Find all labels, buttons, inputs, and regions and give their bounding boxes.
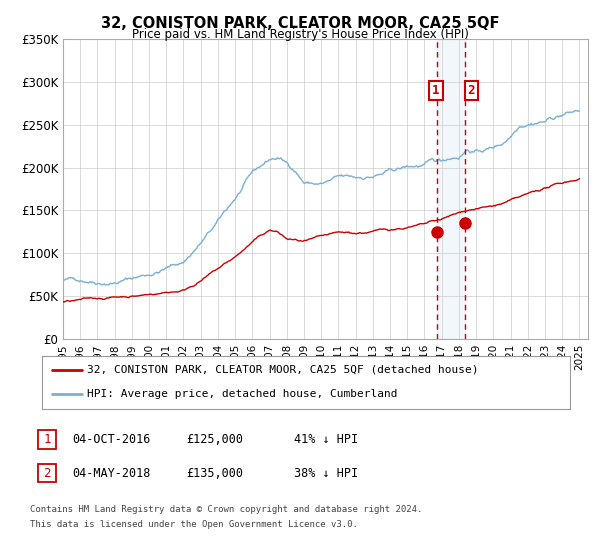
Bar — [437, 39, 464, 339]
Text: Contains HM Land Registry data © Crown copyright and database right 2024.: Contains HM Land Registry data © Crown c… — [30, 505, 422, 514]
Text: 32, CONISTON PARK, CLEATOR MOOR, CA25 5QF (detached house): 32, CONISTON PARK, CLEATOR MOOR, CA25 5Q… — [87, 365, 478, 375]
Text: 38% ↓ HPI: 38% ↓ HPI — [294, 466, 358, 480]
Text: 41% ↓ HPI: 41% ↓ HPI — [294, 433, 358, 446]
Text: 1: 1 — [43, 433, 50, 446]
Text: £125,000: £125,000 — [186, 433, 243, 446]
Text: 2: 2 — [468, 84, 475, 97]
Text: 1: 1 — [432, 84, 440, 97]
Text: £135,000: £135,000 — [186, 466, 243, 480]
Text: HPI: Average price, detached house, Cumberland: HPI: Average price, detached house, Cumb… — [87, 389, 397, 399]
Text: This data is licensed under the Open Government Licence v3.0.: This data is licensed under the Open Gov… — [30, 520, 358, 529]
Text: 2: 2 — [43, 466, 50, 480]
Text: 04-MAY-2018: 04-MAY-2018 — [72, 466, 151, 480]
Text: Price paid vs. HM Land Registry's House Price Index (HPI): Price paid vs. HM Land Registry's House … — [131, 28, 469, 41]
Text: 32, CONISTON PARK, CLEATOR MOOR, CA25 5QF: 32, CONISTON PARK, CLEATOR MOOR, CA25 5Q… — [101, 16, 499, 31]
Text: 04-OCT-2016: 04-OCT-2016 — [72, 433, 151, 446]
